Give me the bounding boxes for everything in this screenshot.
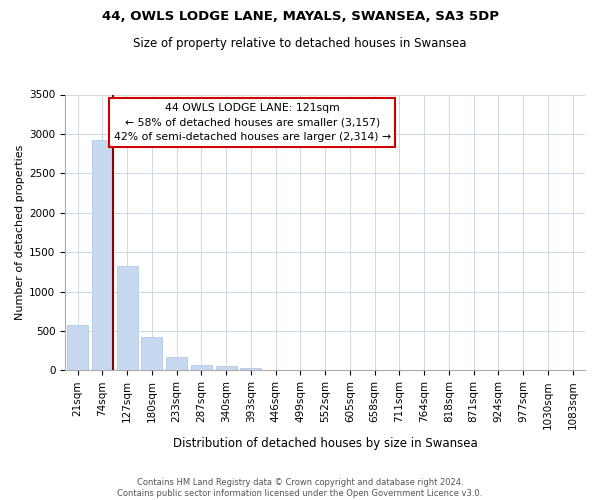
Y-axis label: Number of detached properties: Number of detached properties bbox=[15, 144, 25, 320]
Text: Size of property relative to detached houses in Swansea: Size of property relative to detached ho… bbox=[133, 38, 467, 51]
Text: 44 OWLS LODGE LANE: 121sqm
← 58% of detached houses are smaller (3,157)
42% of s: 44 OWLS LODGE LANE: 121sqm ← 58% of deta… bbox=[114, 103, 391, 142]
Bar bbox=[215, 366, 236, 370]
Bar bbox=[141, 337, 163, 370]
Bar bbox=[67, 324, 88, 370]
Bar bbox=[191, 365, 212, 370]
Bar bbox=[92, 140, 113, 370]
X-axis label: Distribution of detached houses by size in Swansea: Distribution of detached houses by size … bbox=[173, 437, 478, 450]
Bar bbox=[240, 368, 262, 370]
Bar bbox=[166, 356, 187, 370]
Text: 44, OWLS LODGE LANE, MAYALS, SWANSEA, SA3 5DP: 44, OWLS LODGE LANE, MAYALS, SWANSEA, SA… bbox=[101, 10, 499, 23]
Bar bbox=[116, 266, 137, 370]
Text: Contains HM Land Registry data © Crown copyright and database right 2024.
Contai: Contains HM Land Registry data © Crown c… bbox=[118, 478, 482, 498]
